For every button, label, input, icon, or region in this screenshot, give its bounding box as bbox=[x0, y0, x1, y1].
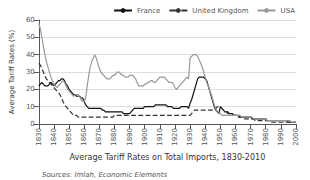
svg-text:40: 40 bbox=[26, 51, 35, 59]
svg-text:30: 30 bbox=[26, 68, 35, 76]
svg-text:0: 0 bbox=[30, 120, 34, 128]
svg-text:1830: 1830 bbox=[35, 128, 43, 146]
svg-text:1990: 1990 bbox=[277, 128, 285, 146]
svg-text:1840: 1840 bbox=[50, 128, 58, 146]
svg-text:United Kingdom: United Kingdom bbox=[192, 7, 248, 15]
svg-text:1850: 1850 bbox=[65, 128, 73, 146]
svg-text:France: France bbox=[137, 7, 160, 15]
svg-text:1940: 1940 bbox=[201, 128, 209, 146]
svg-text:1980: 1980 bbox=[262, 128, 270, 146]
svg-text:Sources: Imlah, Economic Eleme: Sources: Imlah, Economic Elements bbox=[42, 171, 168, 179]
svg-text:10: 10 bbox=[26, 103, 35, 111]
svg-text:1920: 1920 bbox=[171, 128, 179, 146]
svg-text:1860: 1860 bbox=[80, 128, 88, 146]
svg-text:1880: 1880 bbox=[110, 128, 118, 146]
svg-text:1910: 1910 bbox=[156, 128, 164, 146]
svg-text:1870: 1870 bbox=[95, 128, 103, 146]
svg-text:1900: 1900 bbox=[141, 128, 149, 146]
svg-text:1930: 1930 bbox=[186, 128, 194, 146]
svg-text:1890: 1890 bbox=[126, 128, 134, 146]
svg-text:USA: USA bbox=[281, 7, 296, 15]
svg-text:50: 50 bbox=[26, 33, 35, 41]
svg-text:1970: 1970 bbox=[247, 128, 255, 146]
svg-text:20: 20 bbox=[26, 85, 35, 93]
svg-text:60: 60 bbox=[26, 16, 35, 24]
svg-text:Average Tariff Rates (%): Average Tariff Rates (%) bbox=[8, 30, 16, 115]
svg-text:1960: 1960 bbox=[231, 128, 239, 146]
svg-text:2000: 2000 bbox=[292, 128, 300, 146]
svg-text:1950: 1950 bbox=[216, 128, 224, 146]
svg-text:Average Tariff Rates on Total: Average Tariff Rates on Total Imports, 1… bbox=[70, 153, 266, 162]
